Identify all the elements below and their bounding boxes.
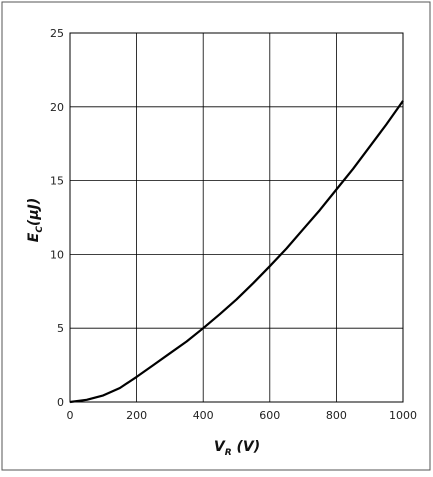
x-tick-labels: 0 200 400 600 800 1000 <box>67 409 418 422</box>
x-tick-label: 800 <box>326 409 347 422</box>
y-axis-title-unit: (μJ) <box>26 198 42 226</box>
y-tick-label: 10 <box>50 248 64 261</box>
y-axis-title-main: E <box>26 232 42 242</box>
series-lines <box>69 100 404 404</box>
outer-border <box>1 1 431 471</box>
x-axis-title: VR (V) <box>214 439 260 458</box>
plot-area-border <box>69 32 404 403</box>
y-tick-label: 15 <box>50 175 64 188</box>
x-tick-label: 600 <box>259 409 280 422</box>
y-tick-label: 0 <box>57 396 64 409</box>
y-tick-label: 25 <box>50 27 64 40</box>
x-tick-label: 400 <box>193 409 214 422</box>
x-tick-label: 200 <box>126 409 147 422</box>
x-tick-label: 1000 <box>389 409 417 422</box>
y-axis-title-sub: C <box>35 226 45 233</box>
x-axis-title-main: V <box>214 439 226 455</box>
x-axis-title-sub: R <box>225 448 232 458</box>
y-tick-label: 20 <box>50 101 64 114</box>
x-axis-title-unit: (V) <box>232 439 261 455</box>
y-axis-title: EC(μJ) <box>26 198 45 243</box>
series-line <box>69 100 404 404</box>
x-tick-label: 0 <box>67 409 74 422</box>
y-tick-labels: 0 5 10 15 20 25 <box>50 27 64 409</box>
y-tick-label: 5 <box>57 322 64 335</box>
